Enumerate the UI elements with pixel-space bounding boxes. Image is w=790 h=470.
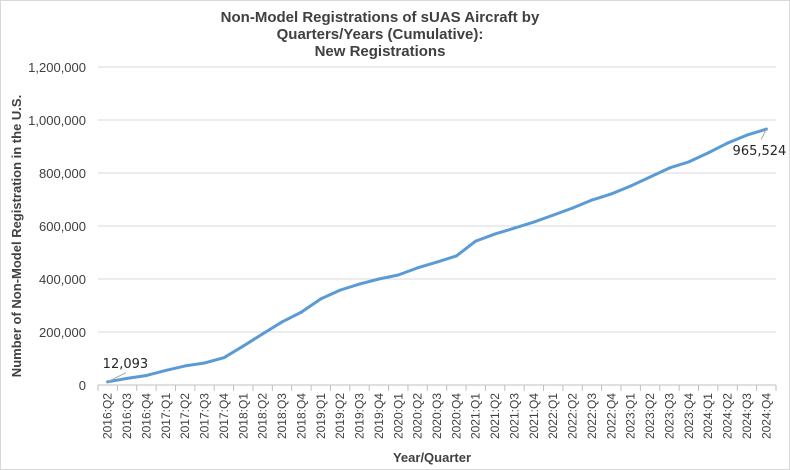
data-label-end: 965,524 xyxy=(733,144,787,159)
x-tick-label: 2022:Q2 xyxy=(566,393,580,439)
data-point xyxy=(222,356,226,360)
data-point xyxy=(590,198,594,202)
x-tick-label: 2016:Q2 xyxy=(101,393,115,439)
x-tick-label: 2024:Q2 xyxy=(721,393,735,439)
x-tick-label: 2023:Q4 xyxy=(682,393,696,439)
x-tick-label: 2020:Q2 xyxy=(411,393,425,439)
x-tick-label: 2024:Q4 xyxy=(759,393,773,439)
x-tick-label: 2024:Q1 xyxy=(701,393,715,439)
x-tick-label: 2017:Q3 xyxy=(198,393,212,439)
x-tick-label: 2018:Q4 xyxy=(294,393,308,439)
data-point xyxy=(629,184,633,188)
data-point xyxy=(203,361,207,365)
x-axis-title: Year/Quarter xyxy=(393,450,471,465)
data-point xyxy=(551,213,555,217)
data-point xyxy=(416,266,420,270)
y-tick-label: 400,000 xyxy=(39,272,86,287)
chart-title: Non-Model Registrations of sUAS Aircraft… xyxy=(1,9,759,60)
x-tick-label: 2019:Q2 xyxy=(333,393,347,439)
data-point xyxy=(396,273,400,277)
y-tick-label: 1,200,000 xyxy=(28,60,86,75)
x-tick-label: 2019:Q1 xyxy=(314,393,328,439)
x-tick-label: 2018:Q2 xyxy=(256,393,270,439)
x-tick-label: 2017:Q2 xyxy=(178,393,192,439)
y-tick-label: 0 xyxy=(79,378,86,393)
x-tick-label: 2019:Q4 xyxy=(372,393,386,439)
y-tick-label: 1,000,000 xyxy=(28,113,86,128)
data-point xyxy=(435,260,439,264)
data-point xyxy=(571,206,575,210)
x-tick-label: 2022:Q3 xyxy=(585,393,599,439)
data-point xyxy=(164,368,168,372)
x-tick-label: 2024:Q3 xyxy=(740,393,754,439)
data-point xyxy=(377,277,381,281)
x-tick-label: 2016:Q4 xyxy=(139,393,153,439)
data-line xyxy=(106,127,768,384)
data-point xyxy=(125,376,129,380)
y-tick-label: 800,000 xyxy=(39,166,86,181)
data-point xyxy=(687,160,691,164)
data-point xyxy=(358,282,362,286)
data-label-start: 12,093 xyxy=(103,357,149,372)
data-point xyxy=(609,192,613,196)
y-axis-title: Number of Non-Model Registration in the … xyxy=(9,95,24,377)
data-point xyxy=(648,175,652,179)
x-tick-label: 2020:Q3 xyxy=(430,393,444,439)
x-tick-label: 2023:Q1 xyxy=(624,393,638,439)
data-point xyxy=(261,332,265,336)
x-tick-label: 2020:Q4 xyxy=(449,393,463,439)
chart-title-line-1: Non-Model Registrations of sUAS Aircraft… xyxy=(220,9,540,26)
data-label-leader xyxy=(760,128,767,140)
x-tick-label: 2020:Q1 xyxy=(391,393,405,439)
data-point xyxy=(474,239,478,243)
x-tick-label: 2017:Q1 xyxy=(159,393,173,439)
x-tick-label: 2018:Q3 xyxy=(275,393,289,439)
x-tick-label: 2016:Q3 xyxy=(120,393,134,439)
data-point xyxy=(183,364,187,368)
data-point xyxy=(512,226,516,230)
x-tick-label: 2021:Q1 xyxy=(469,393,483,439)
x-tick-label: 2022:Q1 xyxy=(546,393,560,439)
chart-title-line-3: New Registrations xyxy=(314,43,446,60)
y-tick-label: 600,000 xyxy=(39,219,86,234)
chart-title-line-2: Quarters/Years (Cumulative): xyxy=(276,26,484,43)
data-point xyxy=(667,166,671,170)
data-point xyxy=(338,288,342,292)
x-tick-label: 2023:Q3 xyxy=(662,393,676,439)
x-tick-label: 2019:Q3 xyxy=(353,393,367,439)
y-tick-label: 200,000 xyxy=(39,325,86,340)
x-tick-label: 2017:Q4 xyxy=(217,393,231,439)
data-point xyxy=(745,133,749,137)
data-point xyxy=(726,141,730,145)
data-point xyxy=(454,254,458,258)
data-point xyxy=(493,232,497,236)
x-tick-label: 2021:Q3 xyxy=(507,393,521,439)
data-label-leader xyxy=(107,372,126,383)
x-tick-label: 2023:Q2 xyxy=(643,393,657,439)
data-point xyxy=(144,373,148,377)
data-point xyxy=(706,151,710,155)
data-point xyxy=(299,310,303,314)
data-point xyxy=(532,220,536,224)
x-tick-label: 2021:Q4 xyxy=(527,393,541,439)
x-tick-label: 2021:Q2 xyxy=(488,393,502,439)
x-tick-label: 2018:Q1 xyxy=(236,393,250,439)
data-point xyxy=(280,320,284,324)
data-point xyxy=(319,297,323,301)
x-tick-label: 2022:Q4 xyxy=(604,393,618,439)
data-point xyxy=(241,344,245,348)
